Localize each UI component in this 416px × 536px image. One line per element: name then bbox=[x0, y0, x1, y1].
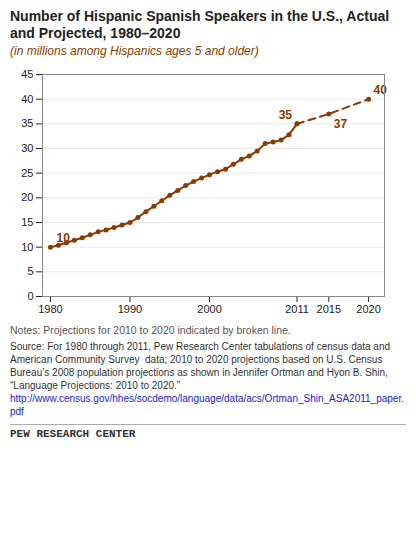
svg-text:5: 5 bbox=[27, 265, 33, 277]
svg-text:15: 15 bbox=[21, 216, 33, 228]
svg-text:2020: 2020 bbox=[356, 303, 380, 315]
svg-text:30: 30 bbox=[21, 142, 33, 154]
svg-text:35: 35 bbox=[21, 117, 33, 129]
svg-text:20: 20 bbox=[21, 191, 33, 203]
svg-text:35: 35 bbox=[279, 108, 293, 122]
svg-text:2011: 2011 bbox=[285, 303, 309, 315]
html-text:(in millions among Hispanics a: (in millions among Hispanics ages 5 and … bbox=[10, 44, 259, 58]
html-text:http://www.census.gov/hhes/soc: http://www.census.gov/hhes/socdemo/langu… bbox=[10, 393, 404, 417]
svg-text:2000: 2000 bbox=[197, 303, 221, 315]
html-text:Number of Hispanic Spanish Spe: Number of Hispanic Spanish Speakers in t… bbox=[10, 8, 390, 41]
svg-text:2015: 2015 bbox=[317, 303, 341, 315]
svg-text:10: 10 bbox=[21, 241, 33, 253]
svg-text:1980: 1980 bbox=[38, 303, 62, 315]
svg-text:25: 25 bbox=[21, 167, 33, 179]
svg-text:45: 45 bbox=[21, 68, 33, 80]
svg-text:10: 10 bbox=[56, 231, 70, 245]
svg-text:40: 40 bbox=[21, 93, 33, 105]
svg-text:1990: 1990 bbox=[118, 303, 142, 315]
svg-text:0: 0 bbox=[27, 290, 33, 302]
svg-text:37: 37 bbox=[334, 117, 348, 131]
html-text:Source: For 1980 through 2011,: Source: For 1980 through 2011, Pew Resea… bbox=[10, 341, 393, 391]
html-text:Notes: Projections for 2010 to: Notes: Projections for 2010 to 2020 indi… bbox=[10, 324, 291, 336]
svg-text:40: 40 bbox=[374, 83, 388, 97]
html-text:PEW RESEARCH CENTER: PEW RESEARCH CENTER bbox=[10, 428, 136, 440]
